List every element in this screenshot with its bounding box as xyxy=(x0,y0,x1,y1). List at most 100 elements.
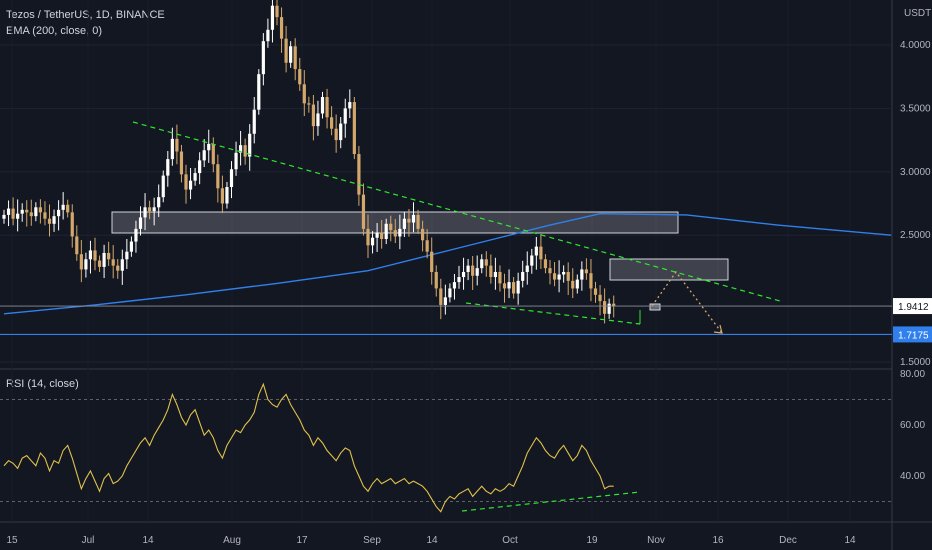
candle[interactable] xyxy=(525,251,529,285)
candle[interactable] xyxy=(138,206,143,236)
candle[interactable] xyxy=(102,244,106,279)
candle[interactable] xyxy=(29,199,33,226)
candle[interactable] xyxy=(439,278,443,320)
candle[interactable] xyxy=(161,170,165,203)
candle[interactable] xyxy=(493,257,497,290)
candle[interactable] xyxy=(243,138,247,165)
candle[interactable] xyxy=(129,236,133,257)
candle[interactable] xyxy=(202,139,206,167)
candle[interactable] xyxy=(6,200,11,227)
rsi-line[interactable] xyxy=(3,382,614,513)
candle[interactable] xyxy=(466,259,470,281)
candle[interactable] xyxy=(2,209,6,224)
candle[interactable] xyxy=(566,262,570,296)
candle[interactable] xyxy=(116,259,120,279)
candle[interactable] xyxy=(193,167,197,186)
candle[interactable] xyxy=(612,295,616,318)
candle[interactable] xyxy=(279,7,284,53)
candle[interactable] xyxy=(266,18,270,48)
candle[interactable] xyxy=(421,220,425,252)
candle[interactable] xyxy=(61,192,65,220)
candle[interactable] xyxy=(166,151,170,187)
candle[interactable] xyxy=(393,218,397,244)
candle[interactable] xyxy=(88,240,93,274)
candle[interactable] xyxy=(543,254,548,274)
candle[interactable] xyxy=(607,298,611,319)
candle[interactable] xyxy=(471,255,475,290)
candle[interactable] xyxy=(234,141,238,176)
candle[interactable] xyxy=(548,260,552,285)
candle[interactable] xyxy=(47,204,52,237)
candle[interactable] xyxy=(571,268,575,299)
candle[interactable] xyxy=(489,254,493,284)
candle[interactable] xyxy=(252,96,256,144)
candle[interactable] xyxy=(407,209,411,237)
candle[interactable] xyxy=(316,100,320,136)
candle[interactable] xyxy=(289,41,293,68)
candle[interactable] xyxy=(375,223,379,252)
symbol-legend[interactable]: Tezos / TetherUS, 1D, BINANCE xyxy=(6,9,165,21)
candle[interactable] xyxy=(84,252,88,278)
candle[interactable] xyxy=(148,200,152,220)
candle[interactable] xyxy=(307,96,311,113)
candle[interactable] xyxy=(11,197,15,226)
candle[interactable] xyxy=(66,199,70,218)
candle[interactable] xyxy=(152,197,156,226)
candle[interactable] xyxy=(580,261,584,291)
candle[interactable] xyxy=(516,272,520,305)
candle[interactable] xyxy=(343,98,347,138)
candle[interactable] xyxy=(562,265,566,283)
candle[interactable] xyxy=(229,161,234,199)
candle[interactable] xyxy=(157,184,161,217)
candle[interactable] xyxy=(352,96,356,160)
candle[interactable] xyxy=(389,215,393,242)
candle[interactable] xyxy=(207,129,211,163)
candle[interactable] xyxy=(575,274,579,294)
candle[interactable] xyxy=(134,220,138,253)
candle[interactable] xyxy=(125,239,129,269)
candle[interactable] xyxy=(402,212,406,237)
candle[interactable] xyxy=(507,269,511,299)
candle[interactable] xyxy=(120,249,124,285)
candle[interactable] xyxy=(416,209,420,234)
candle[interactable] xyxy=(179,144,184,183)
candle[interactable] xyxy=(97,255,102,272)
resistance-zone-lower[interactable] xyxy=(609,258,729,281)
ema-legend[interactable]: EMA (200, close, 0) xyxy=(6,25,102,37)
candle[interactable] xyxy=(498,265,502,292)
candle[interactable] xyxy=(93,237,97,271)
projection-path[interactable] xyxy=(651,270,723,334)
candle[interactable] xyxy=(589,259,593,302)
candle[interactable] xyxy=(57,200,61,231)
candle[interactable] xyxy=(448,283,452,303)
candle[interactable] xyxy=(111,245,115,279)
candle[interactable] xyxy=(211,137,215,173)
candle[interactable] xyxy=(484,251,488,277)
candle[interactable] xyxy=(34,202,38,222)
ema-line[interactable] xyxy=(3,212,892,315)
candle[interactable] xyxy=(175,124,179,165)
candle[interactable] xyxy=(220,175,224,214)
descending-resistance-trendline[interactable] xyxy=(132,121,781,302)
candle[interactable] xyxy=(38,199,42,224)
candle[interactable] xyxy=(457,265,461,289)
candle[interactable] xyxy=(475,255,479,286)
candle[interactable] xyxy=(16,199,20,232)
candle[interactable] xyxy=(311,94,315,141)
rsi-legend[interactable]: RSI (14, close) xyxy=(6,378,79,390)
candle[interactable] xyxy=(248,124,252,171)
candle[interactable] xyxy=(188,167,193,200)
candle[interactable] xyxy=(557,260,561,293)
candle[interactable] xyxy=(380,219,384,249)
candle[interactable] xyxy=(216,154,220,203)
candle[interactable] xyxy=(298,57,302,91)
candle[interactable] xyxy=(293,38,297,81)
candle[interactable] xyxy=(143,193,147,231)
candle[interactable] xyxy=(593,281,598,303)
candle[interactable] xyxy=(184,164,188,204)
candle[interactable] xyxy=(411,202,416,233)
candle[interactable] xyxy=(598,285,602,316)
candle[interactable] xyxy=(512,277,516,299)
candle[interactable] xyxy=(357,145,361,206)
candle[interactable] xyxy=(325,88,329,129)
